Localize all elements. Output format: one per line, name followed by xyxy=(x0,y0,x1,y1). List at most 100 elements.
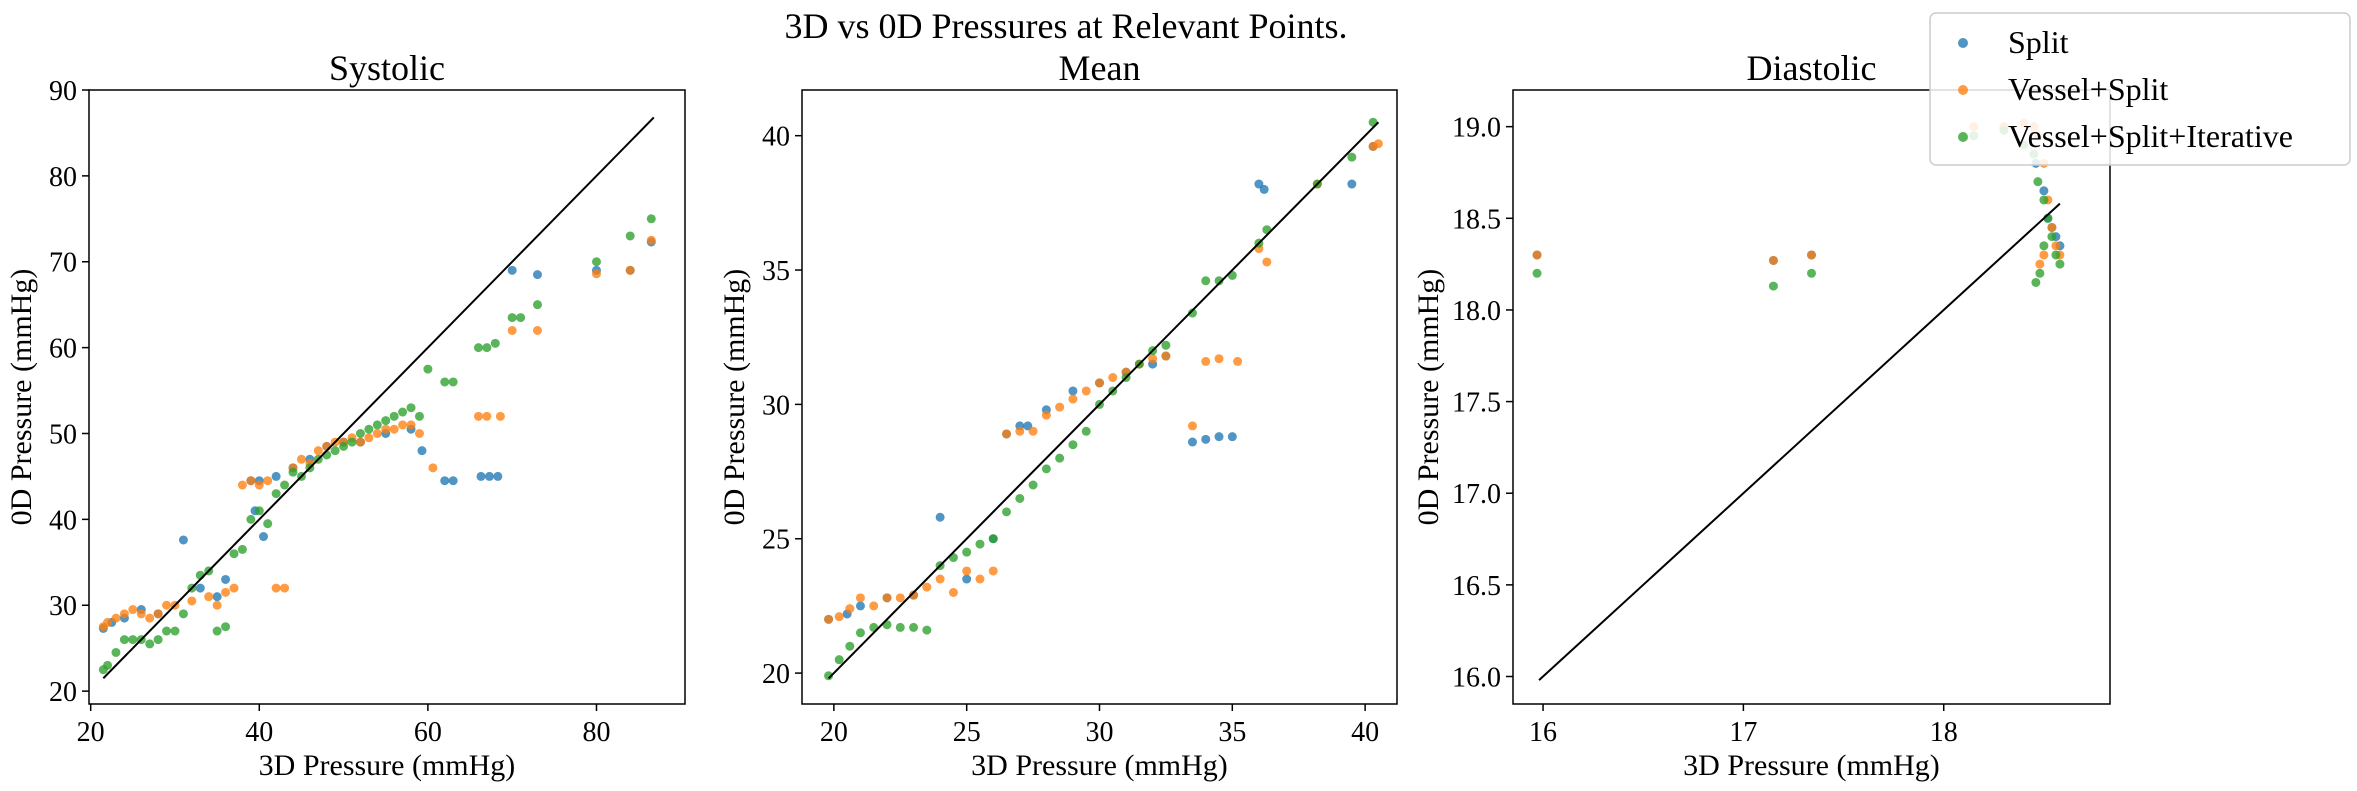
data-point xyxy=(476,471,486,481)
data-point xyxy=(153,635,163,645)
y-tick-label: 80 xyxy=(49,162,77,193)
data-point xyxy=(246,476,256,486)
x-tick-label: 25 xyxy=(953,717,981,748)
data-point xyxy=(869,601,879,611)
y-axis-label: 0D Pressure (mmHg) xyxy=(718,269,751,526)
data-point xyxy=(855,628,865,638)
y-tick-label: 50 xyxy=(49,419,77,450)
data-point xyxy=(646,214,656,224)
series-vessel-split xyxy=(824,139,1383,624)
data-point xyxy=(2033,177,2043,187)
data-point xyxy=(1028,480,1038,490)
data-point xyxy=(591,269,601,279)
legend-marker xyxy=(1958,38,1968,48)
data-point xyxy=(824,671,834,681)
data-point xyxy=(1532,250,1542,260)
data-point xyxy=(1148,354,1158,364)
data-point xyxy=(2039,250,2049,260)
data-point xyxy=(229,549,239,559)
y-tick-label: 16.5 xyxy=(1452,571,1501,602)
data-point xyxy=(170,626,180,636)
figure-suptitle: 3D vs 0D Pressures at Relevant Points. xyxy=(785,6,1348,46)
axes-frame xyxy=(1512,89,2111,705)
data-point xyxy=(381,416,391,426)
data-point xyxy=(988,534,998,544)
y-tick-label: 20 xyxy=(762,659,790,690)
y-tick-label: 90 xyxy=(49,76,77,107)
y-tick-label: 70 xyxy=(49,248,77,279)
data-point xyxy=(398,420,408,430)
data-point xyxy=(111,647,121,657)
data-point xyxy=(423,364,433,374)
data-point xyxy=(882,593,892,603)
data-point xyxy=(1187,437,1197,447)
data-point xyxy=(2031,277,2041,287)
data-point xyxy=(195,583,205,593)
data-point xyxy=(417,446,427,456)
data-point xyxy=(988,566,998,576)
data-point xyxy=(103,660,113,670)
data-point xyxy=(1768,255,1778,265)
data-point xyxy=(1015,493,1025,503)
data-point xyxy=(845,604,855,614)
x-axis-label: 3D Pressure (mmHg) xyxy=(971,749,1228,782)
x-tick-label: 17 xyxy=(1729,717,1757,748)
data-point xyxy=(2035,259,2045,269)
data-point xyxy=(347,437,357,447)
data-point xyxy=(364,433,374,443)
x-tick-label: 80 xyxy=(582,717,610,748)
data-point xyxy=(1262,257,1272,267)
data-point xyxy=(975,539,985,549)
data-point xyxy=(288,467,298,477)
data-point xyxy=(962,547,972,557)
identity-line xyxy=(1538,202,2061,681)
data-point xyxy=(246,514,256,524)
data-point xyxy=(516,313,526,323)
data-point xyxy=(448,476,458,486)
data-point xyxy=(1373,139,1383,149)
data-point xyxy=(473,411,483,421)
legend-label: Split xyxy=(2008,24,2069,60)
data-point xyxy=(909,590,919,600)
data-point xyxy=(313,446,323,456)
data-point xyxy=(834,655,844,665)
subplot-title: Mean xyxy=(1059,48,1141,88)
data-point xyxy=(1214,354,1224,364)
y-axis-label: 0D Pressure (mmHg) xyxy=(1412,269,1445,526)
data-point xyxy=(2051,241,2061,251)
data-point xyxy=(1081,386,1091,396)
series-vessel-split-iterative xyxy=(98,214,656,675)
data-point xyxy=(922,625,932,635)
data-point xyxy=(237,544,247,554)
data-point xyxy=(187,596,197,606)
data-point xyxy=(507,313,517,323)
data-point xyxy=(1201,434,1211,444)
data-point xyxy=(507,325,517,335)
data-point xyxy=(428,463,438,473)
data-point xyxy=(355,437,365,447)
x-axis-label: 3D Pressure (mmHg) xyxy=(1683,749,1940,782)
data-point xyxy=(1807,268,1816,278)
data-point xyxy=(406,403,416,413)
data-point xyxy=(1068,386,1078,396)
data-point xyxy=(111,613,121,623)
data-point xyxy=(2039,241,2049,251)
legend-marker xyxy=(1958,85,1968,95)
x-tick-label: 60 xyxy=(414,717,442,748)
data-point xyxy=(1233,356,1243,366)
series-vessel-split xyxy=(98,235,656,632)
data-point xyxy=(221,587,231,597)
data-point xyxy=(339,441,349,451)
x-tick-label: 35 xyxy=(1218,717,1246,748)
data-point xyxy=(398,407,408,417)
data-point xyxy=(2035,268,2045,278)
data-point xyxy=(975,574,985,584)
data-point xyxy=(591,257,601,267)
x-tick-label: 20 xyxy=(77,717,105,748)
data-point xyxy=(532,325,542,335)
y-tick-label: 20 xyxy=(49,677,77,708)
data-point xyxy=(909,622,919,632)
data-point xyxy=(406,420,416,430)
data-point xyxy=(482,343,492,353)
data-point xyxy=(128,605,138,615)
